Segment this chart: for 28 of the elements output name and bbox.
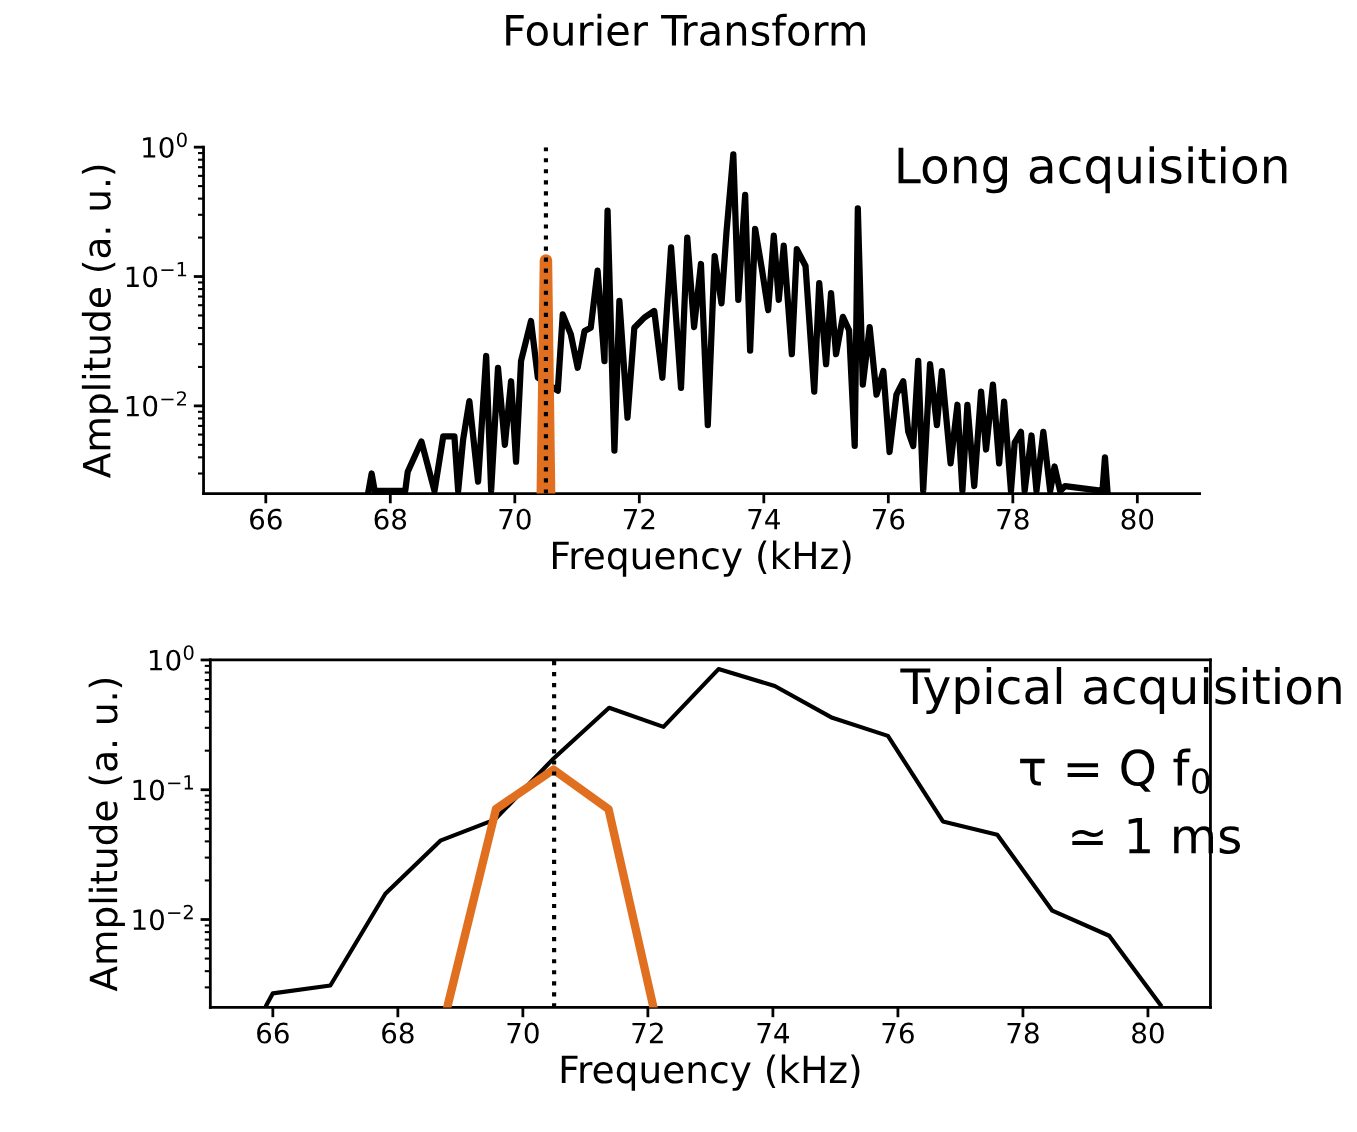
y-tick-label: 10$^{−1}$ bbox=[133, 775, 193, 801]
y-tick-label: 10$^{−1}$ bbox=[126, 262, 187, 288]
y-tick-label: 10$^{−2}$ bbox=[133, 904, 193, 931]
y-axis-title: Amplitude (a. u.) bbox=[88, 679, 125, 992]
x-tick-label: 80 bbox=[1121, 508, 1154, 530]
x-tick-label: 70 bbox=[499, 508, 531, 530]
x-tick-label: 74 bbox=[757, 1022, 790, 1044]
x-axis-title: Frequency (kHz) bbox=[561, 1054, 860, 1091]
chart-title: Fourier Transform bbox=[506, 13, 865, 47]
x-tick-label: 80 bbox=[1132, 1022, 1164, 1044]
x-tick-label: 70 bbox=[507, 1022, 539, 1044]
x-tick-label: 66 bbox=[257, 1022, 289, 1044]
x-tick-label: 72 bbox=[632, 1022, 663, 1044]
x-tick-label: 76 bbox=[882, 1022, 914, 1044]
x-tick-label: 68 bbox=[374, 508, 407, 530]
y-tick-label: 10$^{0}$ bbox=[149, 645, 194, 671]
y-axis-title: Amplitude (a. u.) bbox=[81, 165, 119, 478]
x-tick-label: 66 bbox=[250, 508, 282, 530]
x-tick-label: 74 bbox=[748, 508, 780, 530]
x-tick-label: 78 bbox=[1007, 1022, 1039, 1044]
x-tick-label: 76 bbox=[872, 508, 905, 530]
y-tick-label: 10$^{−2}$ bbox=[126, 391, 187, 417]
annotation: Long acquisition bbox=[898, 146, 1287, 194]
x-tick-label: 68 bbox=[382, 1022, 414, 1044]
x-tick-label: 72 bbox=[623, 508, 655, 530]
x-tick-label: 78 bbox=[997, 508, 1029, 530]
y-tick-label: 10$^{0}$ bbox=[143, 132, 187, 158]
x-axis-title: Frequency (kHz) bbox=[553, 540, 851, 577]
